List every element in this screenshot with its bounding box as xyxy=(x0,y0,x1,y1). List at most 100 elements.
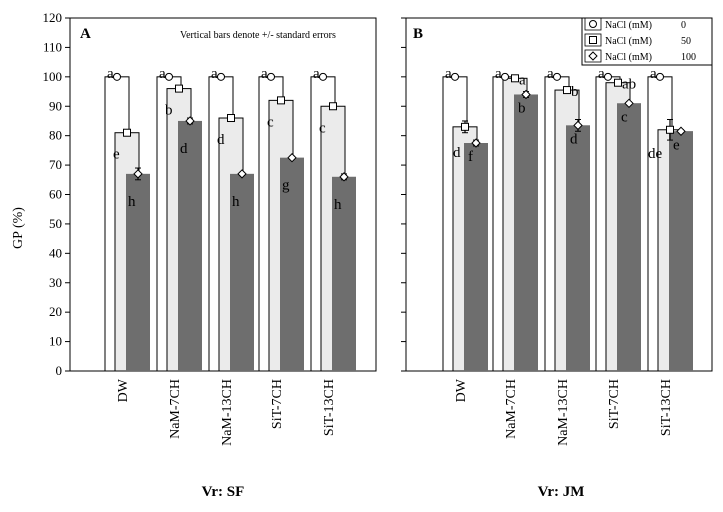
significance-letter-b-s1-c1: a xyxy=(519,72,526,88)
point-b-s1-c3 xyxy=(614,78,622,87)
significance-letter-a-s2-c2: h xyxy=(232,194,240,210)
panel-b-title: B xyxy=(413,26,423,42)
significance-letter-a-s2-c4: h xyxy=(334,197,342,213)
legend-marker-0 xyxy=(589,20,597,28)
point-a-s2-c2 xyxy=(237,169,247,179)
point-b-s1-c0 xyxy=(461,122,469,131)
category-label-a-3: SiT-7CH xyxy=(270,379,285,429)
bar-top-a-s2-c4 xyxy=(332,176,356,371)
significance-letter-b-s0-c4: a xyxy=(650,66,657,82)
point-a-s1-c1 xyxy=(175,84,183,93)
category-label-b-2: NaM-13CH xyxy=(556,379,571,446)
point-a-s1-c2 xyxy=(227,114,235,123)
y-tick-label: 100 xyxy=(43,69,63,84)
significance-letter-a-s0-c2: a xyxy=(211,66,218,82)
significance-letter-a-s0-c3: a xyxy=(261,66,268,82)
significance-letter-b-s0-c1: a xyxy=(495,66,502,82)
y-tick-label: 10 xyxy=(49,334,62,349)
point-a-s0-c2 xyxy=(217,72,225,81)
category-label-a-1: NaM-7CH xyxy=(168,379,183,439)
legend-label-1: NaCl (mM) xyxy=(605,36,652,47)
legend-label-0: NaCl (mM) xyxy=(605,20,652,31)
point-b-s1-c4 xyxy=(666,125,674,134)
bar-top-b-s2-c3 xyxy=(617,103,641,371)
y-tick-label: 110 xyxy=(43,39,62,54)
significance-letter-a-s1-c1: b xyxy=(165,103,173,119)
bar-top-a-s2-c3 xyxy=(280,157,304,371)
point-a-s2-c3 xyxy=(287,153,297,163)
y-tick-label: 50 xyxy=(49,216,62,231)
panel-a-title: A xyxy=(80,26,91,42)
legend-box xyxy=(581,17,713,66)
point-a-s2-c1 xyxy=(185,116,195,126)
y-tick-label: 80 xyxy=(49,128,62,143)
point-b-s0-c2 xyxy=(553,72,561,81)
bar-top-a-s2-c0 xyxy=(126,173,150,371)
point-a-s1-c4 xyxy=(329,102,337,111)
significance-letter-b-s0-c3: a xyxy=(598,66,605,82)
category-label-b-3: SiT-7CH xyxy=(607,379,622,429)
legend-swatch-0 xyxy=(584,17,602,31)
category-label-a-0: DW xyxy=(116,378,131,402)
x-axis-label-a: Vr: SF xyxy=(202,484,245,500)
legend-value-1: 50 xyxy=(681,36,691,47)
significance-letter-a-s2-c1: d xyxy=(180,141,188,157)
point-a-s0-c4 xyxy=(319,72,327,81)
point-a-s2-c4 xyxy=(339,172,349,182)
significance-letter-b-s1-c2: b xyxy=(571,84,579,100)
point-a-s1-c0 xyxy=(123,128,131,137)
significance-letter-a-s1-c3: c xyxy=(267,114,274,130)
point-a-s1-c3 xyxy=(277,96,285,105)
point-b-s0-c1 xyxy=(501,72,509,81)
point-a-s0-c3 xyxy=(267,72,275,81)
y-tick-label: 120 xyxy=(43,10,63,25)
significance-letter-b-s2-c3: c xyxy=(621,109,628,125)
legend-marker-2 xyxy=(588,51,598,61)
significance-letter-a-s2-c3: g xyxy=(282,178,290,194)
bar-top-b-s2-c1 xyxy=(514,94,538,371)
y-axis-label: GP (%) xyxy=(11,207,26,249)
point-b-s0-c3 xyxy=(604,72,612,81)
bar-top-b-s2-c4 xyxy=(669,131,693,371)
panel-a: 0 10 20 30 40 50 60 70 80 90 100 110 120 a a a a a e b d c c h d… xyxy=(43,10,377,446)
category-label-a-2: NaM-13CH xyxy=(220,379,235,446)
significance-letter-b-s0-c0: a xyxy=(445,66,452,82)
bar-top-b-s2-c0 xyxy=(464,143,488,371)
category-label-b-1: NaM-7CH xyxy=(504,379,519,439)
point-b-s2-c2 xyxy=(573,120,583,131)
significance-letter-b-s1-c3: ab xyxy=(622,77,636,93)
legend-swatch-1 xyxy=(584,33,602,47)
significance-letter-b-s2-c0: f xyxy=(468,149,473,165)
legend-value-2: 100 xyxy=(681,52,696,63)
point-b-s2-c1 xyxy=(521,89,531,100)
category-label-a-4: SiT-13CH xyxy=(322,379,337,436)
legend-swatch-2 xyxy=(584,49,602,63)
category-label-b-0: DW xyxy=(454,378,469,402)
bar-top-b-s2-c2 xyxy=(566,125,590,371)
y-tick-label: 30 xyxy=(49,275,62,290)
significance-letter-a-s0-c0: a xyxy=(107,66,114,82)
legend-label-2: NaCl (mM) xyxy=(605,52,652,63)
y-tick-label: 90 xyxy=(49,98,62,113)
y-tick-label: 60 xyxy=(49,187,62,202)
point-a-s0-c1 xyxy=(165,72,173,81)
x-axis-label-b: Vr: JM xyxy=(538,484,585,500)
category-label-b-4: SiT-13CH xyxy=(659,379,674,436)
significance-letter-a-s1-c0: e xyxy=(113,147,120,163)
point-b-s0-c0 xyxy=(451,72,459,81)
point-a-s0-c0 xyxy=(113,72,121,81)
point-b-s2-c3 xyxy=(624,98,634,109)
y-tick-label: 70 xyxy=(49,157,62,172)
point-b-s0-c4 xyxy=(656,72,664,81)
significance-letter-b-s2-c2: d xyxy=(570,131,578,147)
bar-top-a-s2-c1 xyxy=(178,120,202,371)
point-a-s2-c0 xyxy=(133,169,143,179)
point-b-s1-c2 xyxy=(563,86,571,95)
point-b-s1-c1 xyxy=(511,74,519,83)
significance-letter-b-s0-c2: a xyxy=(547,66,554,82)
point-b-s2-c4 xyxy=(676,126,686,136)
bar-top-a-s2-c2 xyxy=(230,173,254,371)
significance-letter-a-s0-c4: a xyxy=(313,66,320,82)
y-tick-label: 40 xyxy=(49,245,62,260)
